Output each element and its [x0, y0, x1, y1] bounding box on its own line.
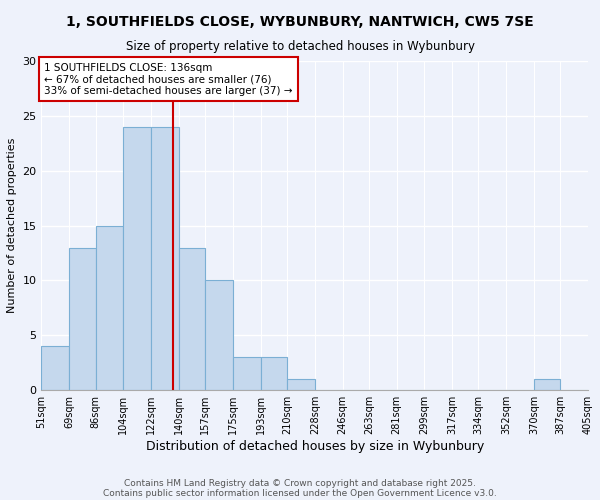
Bar	[41, 346, 69, 391]
Y-axis label: Number of detached properties: Number of detached properties	[7, 138, 17, 314]
Bar	[95, 226, 124, 390]
Text: 1, SOUTHFIELDS CLOSE, WYBUNBURY, NANTWICH, CW5 7SE: 1, SOUTHFIELDS CLOSE, WYBUNBURY, NANTWIC…	[66, 15, 534, 29]
Bar	[69, 248, 95, 390]
Bar	[179, 248, 205, 390]
Text: Size of property relative to detached houses in Wybunbury: Size of property relative to detached ho…	[125, 40, 475, 53]
Text: 1 SOUTHFIELDS CLOSE: 136sqm
← 67% of detached houses are smaller (76)
33% of sem: 1 SOUTHFIELDS CLOSE: 136sqm ← 67% of det…	[44, 62, 293, 96]
Bar	[287, 380, 315, 390]
Bar	[124, 127, 151, 390]
Bar	[233, 358, 261, 390]
X-axis label: Distribution of detached houses by size in Wybunbury: Distribution of detached houses by size …	[146, 440, 484, 453]
Bar	[205, 280, 233, 390]
Text: Contains HM Land Registry data © Crown copyright and database right 2025.: Contains HM Land Registry data © Crown c…	[124, 478, 476, 488]
Bar	[151, 127, 179, 390]
Bar	[534, 380, 560, 390]
Bar	[261, 358, 287, 390]
Text: Contains public sector information licensed under the Open Government Licence v3: Contains public sector information licen…	[103, 488, 497, 498]
